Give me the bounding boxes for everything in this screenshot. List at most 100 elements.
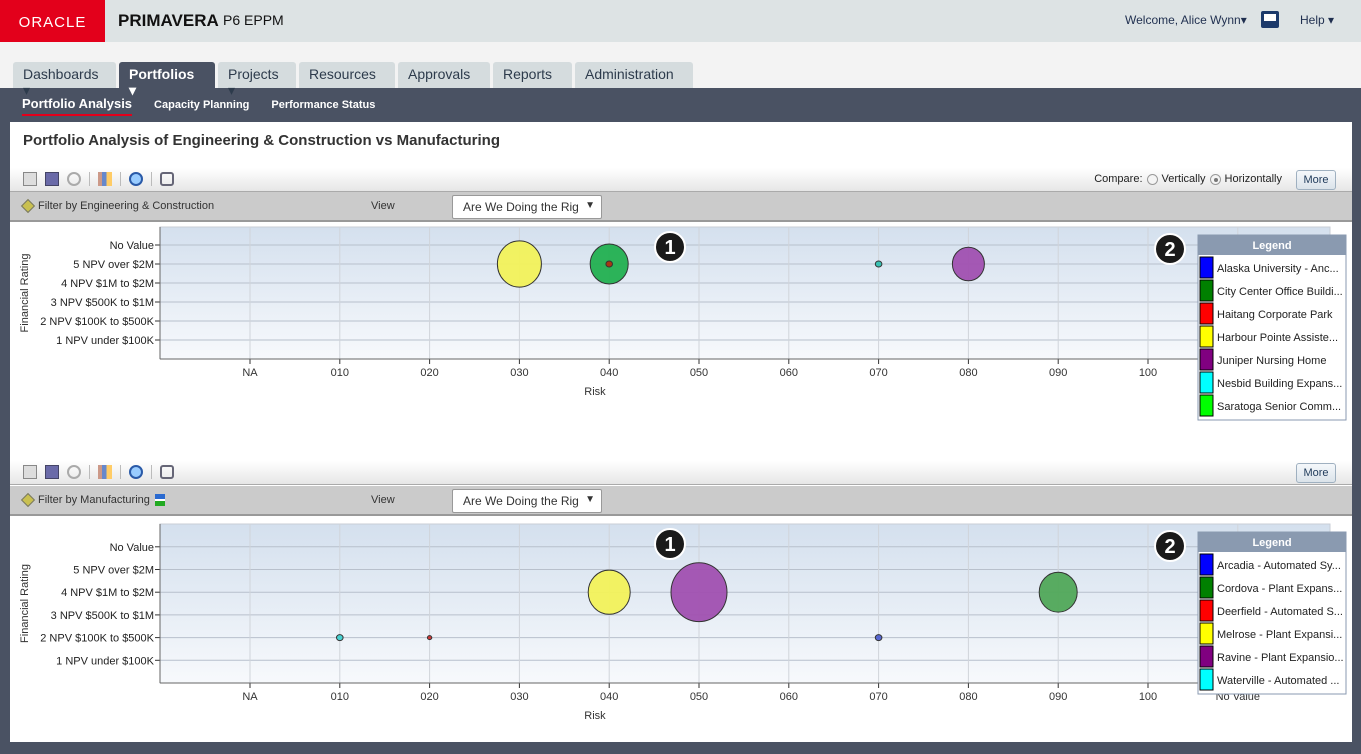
bubble-point — [874, 260, 883, 268]
x-tick-label: 060 — [780, 367, 798, 379]
legend-item-label: Haitang Corporate Park — [1217, 309, 1333, 321]
x-tick-label: 100 — [1139, 691, 1157, 703]
legend-box — [1197, 234, 1347, 421]
view-label: View — [371, 494, 395, 506]
callout-number: 2 — [1164, 239, 1175, 261]
legend-swatch — [1199, 645, 1214, 668]
cancel-icon[interactable] — [67, 465, 81, 479]
x-tick-label: 040 — [600, 367, 618, 379]
legend-header — [1198, 235, 1346, 255]
x-tick-label: 040 — [600, 691, 618, 703]
y-axis-title: Financial Rating — [19, 564, 31, 643]
save-icon[interactable] — [23, 465, 37, 479]
y-tick-label: 3 NPV $500K to $1M — [51, 610, 154, 622]
legend-item-label: Deerfield - Automated S... — [1217, 606, 1343, 618]
x-tick-label: 070 — [869, 367, 887, 379]
bubble-point — [587, 569, 631, 615]
tab-resources[interactable]: Resources — [299, 62, 395, 88]
toolbar-top: Compare: Vertically Horizontally More — [10, 168, 1352, 192]
filter-label[interactable]: Filter by Engineering & Construction — [38, 200, 215, 212]
y-tick-label: 4 NPV $1M to $2M — [61, 278, 154, 290]
bubble-chart-engineering: 1 NPV under $100K 2 NPV $100K to $500K 3 N… — [19, 226, 1347, 421]
save-as-icon[interactable] — [45, 172, 59, 186]
save-icon[interactable] — [23, 172, 37, 186]
subnav-capacity-planning[interactable]: Capacity Planning — [154, 99, 250, 111]
x-tick-label: 020 — [420, 367, 438, 379]
toolbar-bottom: More — [10, 461, 1352, 485]
x-tick-label: 030 — [510, 367, 528, 379]
filter-label[interactable]: Filter by Manufacturing — [38, 494, 150, 506]
separator — [89, 465, 90, 479]
legend-item-label: Ravine - Plant Expansio... — [1217, 652, 1344, 664]
bubble-point — [951, 246, 985, 282]
y-tick-label: 1 NPV under $100K — [56, 335, 155, 347]
legend-swatch — [1199, 622, 1214, 645]
zoom-in-icon[interactable] — [129, 465, 143, 479]
legend-item-label: Alaska University - Anc... — [1217, 263, 1339, 275]
legend-title: Legend — [1252, 537, 1291, 549]
x-tick-label: 050 — [690, 367, 708, 379]
legend-title: Legend — [1252, 240, 1291, 252]
x-tick-label: 020 — [420, 691, 438, 703]
help-menu[interactable]: Help ▾ — [1300, 13, 1335, 27]
tab-portfolios[interactable]: Portfolios ▾ — [119, 62, 215, 98]
filter-icon[interactable] — [20, 198, 36, 214]
view-select[interactable]: Are We Doing the Rig ▼ — [452, 195, 602, 219]
legend-swatch — [1199, 256, 1214, 279]
legend-swatch — [1199, 348, 1214, 371]
cancel-icon[interactable] — [67, 172, 81, 186]
compare-label: Compare: — [1094, 173, 1143, 185]
main-tabs: Dashboards ▾ Portfolios ▾ Projects ▾ Res… — [13, 62, 693, 98]
x-tick-label: 010 — [331, 691, 349, 703]
hierarchy-icon[interactable] — [154, 494, 165, 506]
x-tick-label: 010 — [331, 367, 349, 379]
callout-number: 2 — [1164, 536, 1175, 558]
x-axis-title: Risk — [584, 710, 606, 722]
inbox-icon[interactable] — [1261, 11, 1279, 28]
view-select[interactable]: Are We Doing the Rig ▼ — [452, 489, 602, 513]
add-chart-icon[interactable] — [98, 172, 112, 186]
filter-icon[interactable] — [20, 492, 36, 508]
subnav-portfolio-analysis[interactable]: Portfolio Analysis — [22, 96, 133, 116]
tab-projects[interactable]: Projects ▾ — [218, 62, 296, 98]
subnav-performance-status[interactable]: Performance Status — [271, 99, 376, 111]
separator — [120, 172, 121, 186]
callout-badge — [1154, 530, 1186, 562]
x-tick-label: 030 — [510, 691, 528, 703]
view-select-value: Are We Doing the Rig — [463, 494, 579, 508]
more-button[interactable]: More — [1296, 170, 1336, 190]
legend-swatch — [1199, 302, 1214, 325]
save-as-icon[interactable] — [45, 465, 59, 479]
legend-swatch — [1199, 576, 1214, 599]
tab-administration[interactable]: Administration — [575, 62, 693, 88]
legend-swatch — [1199, 325, 1214, 348]
dropdown-arrow-icon: ▼ — [585, 494, 595, 505]
legend-item-label: Waterville - Automated ... — [1217, 675, 1339, 687]
legend-item-label: Juniper Nursing Home — [1217, 355, 1326, 367]
print-preview-icon[interactable] — [160, 172, 174, 186]
separator — [151, 465, 152, 479]
callout-badge — [654, 231, 686, 263]
more-button[interactable]: More — [1296, 463, 1336, 483]
filter-bar-bottom: Filter by Manufacturing View Are We Doin… — [10, 486, 1352, 516]
zoom-in-icon[interactable] — [129, 172, 143, 186]
tab-reports[interactable]: Reports — [493, 62, 572, 88]
tab-dashboards[interactable]: Dashboards ▾ — [13, 62, 116, 98]
radio-horizontally[interactable] — [1209, 173, 1221, 185]
tab-approvals[interactable]: Approvals — [398, 62, 490, 88]
bubble-point — [874, 634, 883, 642]
legend-swatch — [1199, 394, 1214, 417]
bubble-point — [426, 635, 433, 641]
radio-vertically[interactable] — [1146, 173, 1158, 185]
bubble-point — [496, 240, 542, 288]
legend-item-label: Cordova - Plant Expans... — [1217, 583, 1342, 595]
x-tick-label: 080 — [959, 691, 977, 703]
add-chart-icon[interactable] — [98, 465, 112, 479]
legend-swatch — [1199, 668, 1214, 691]
y-tick-label: 4 NPV $1M to $2M — [61, 587, 154, 599]
y-tick-label: No Value — [110, 240, 154, 252]
app-header: ORACLE PRIMAVERA P6 EPPM Welcome, Alice … — [0, 0, 1361, 45]
callout-badge — [654, 528, 686, 560]
print-preview-icon[interactable] — [160, 465, 174, 479]
user-menu[interactable]: Welcome, Alice Wynn▾ — [1125, 13, 1247, 27]
